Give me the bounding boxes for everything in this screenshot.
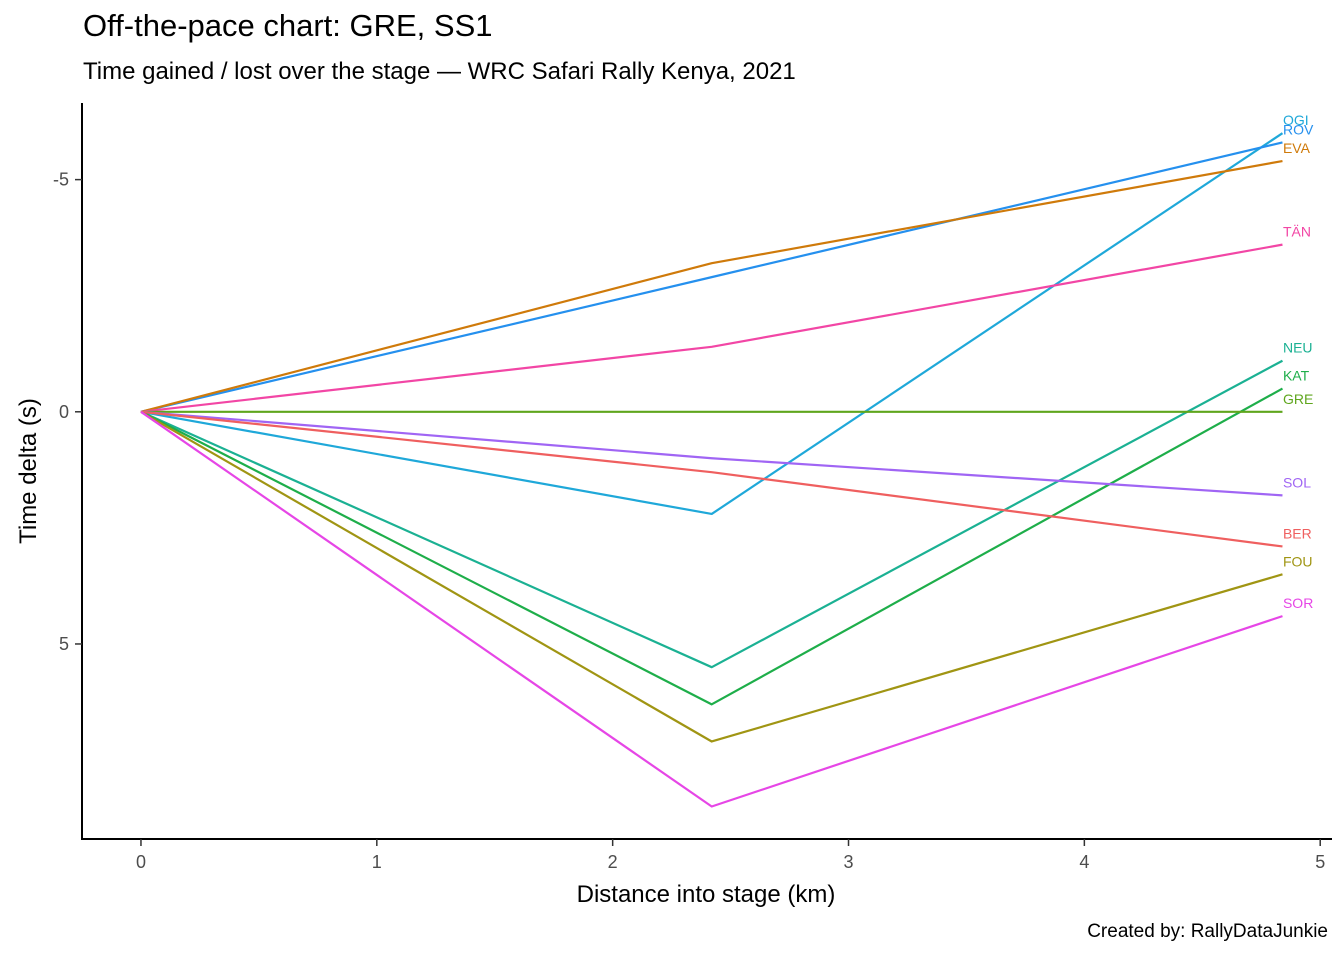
series-label-fou: FOU (1283, 553, 1313, 569)
series-label-tn: TÄN (1283, 224, 1311, 240)
series-line-kat (140, 387, 1284, 706)
x-axis-title: Distance into stage (km) (577, 881, 836, 908)
series-label-neu: NEU (1283, 340, 1313, 356)
y-tick-label: 0 (59, 402, 69, 422)
series-line-ogi (140, 132, 1284, 516)
series-line-rov (140, 141, 1283, 413)
series-line-fou (140, 410, 1283, 743)
y-tick-label: -5 (53, 170, 69, 190)
chart-caption: Created by: RallyDataJunkie (1087, 921, 1328, 942)
y-axis-title: Time delta (s) (15, 398, 42, 544)
series-label-kat: KAT (1283, 368, 1310, 384)
x-tick-label: 3 (844, 852, 854, 872)
series-line-neu (140, 359, 1283, 669)
x-tick-label: 2 (608, 852, 618, 872)
series-lines (140, 132, 1284, 808)
series-label-ber: BER (1283, 525, 1312, 541)
x-tick-label: 4 (1079, 852, 1089, 872)
series-line-sor (140, 410, 1283, 808)
x-tick-label: 1 (372, 852, 382, 872)
series-line-ber (140, 410, 1283, 548)
x-tick-label: 5 (1315, 852, 1325, 872)
chart-subtitle: Time gained / lost over the stage — WRC … (83, 58, 796, 85)
axes (81, 103, 1332, 840)
axis-ticks: 0 1 2 3 4 5 -5 0 5 (53, 170, 1325, 872)
chart-title: Off-the-pace chart: GRE, SS1 (83, 8, 493, 43)
series-label-eva: EVA (1283, 140, 1311, 156)
x-tick-label: 0 (136, 852, 146, 872)
series-label-ogi: OGI (1283, 112, 1309, 128)
y-tick-label: 5 (59, 634, 69, 654)
series-label-sor: SOR (1283, 595, 1313, 611)
series-line-eva (140, 159, 1283, 413)
series-label-sol: SOL (1283, 474, 1311, 490)
series-label-gre: GRE (1283, 391, 1313, 407)
series-line-sol (140, 410, 1283, 497)
series-label-rov: ROV (1283, 121, 1314, 137)
series-line-tn (140, 243, 1283, 413)
